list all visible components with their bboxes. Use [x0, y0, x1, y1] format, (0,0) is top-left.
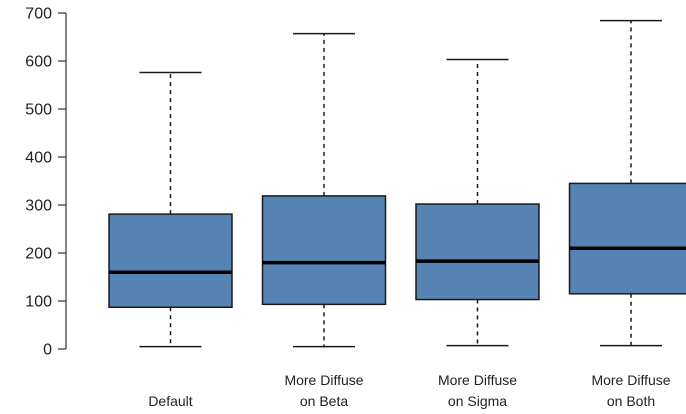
- x-category-label: on Sigma: [448, 393, 507, 409]
- y-tick-label: 500: [25, 102, 52, 119]
- x-category-label: More Diffuse: [284, 372, 363, 388]
- box-group: [568, 19, 686, 347]
- y-tick-label: 200: [25, 246, 52, 263]
- y-tick-label: 400: [25, 150, 52, 167]
- box-group: [108, 71, 233, 348]
- boxes: [108, 19, 686, 348]
- x-category-label: on Both: [607, 393, 655, 409]
- y-tick-label: 300: [25, 198, 52, 215]
- box-group: [261, 32, 387, 348]
- x-category-label: More Diffuse: [591, 372, 670, 388]
- box-group: [415, 58, 540, 347]
- y-axis: 0 100 200 300 400 500 600 700: [25, 6, 67, 359]
- iqr-box: [261, 195, 387, 306]
- y-tick-label: 700: [25, 6, 52, 23]
- iqr-box: [568, 182, 686, 295]
- x-category-label: Default: [148, 393, 192, 409]
- x-category-label: More Diffuse: [438, 372, 517, 388]
- iqr-box: [415, 203, 540, 301]
- y-tick-label: 100: [25, 294, 52, 311]
- y-tick-label: 0: [43, 342, 52, 359]
- x-category-label: on Beta: [300, 393, 348, 409]
- iqr-box: [108, 213, 233, 308]
- x-axis-labels: Default More Diffuse on Beta More Diffuse on…: [148, 372, 670, 409]
- y-tick-label: 600: [25, 54, 52, 71]
